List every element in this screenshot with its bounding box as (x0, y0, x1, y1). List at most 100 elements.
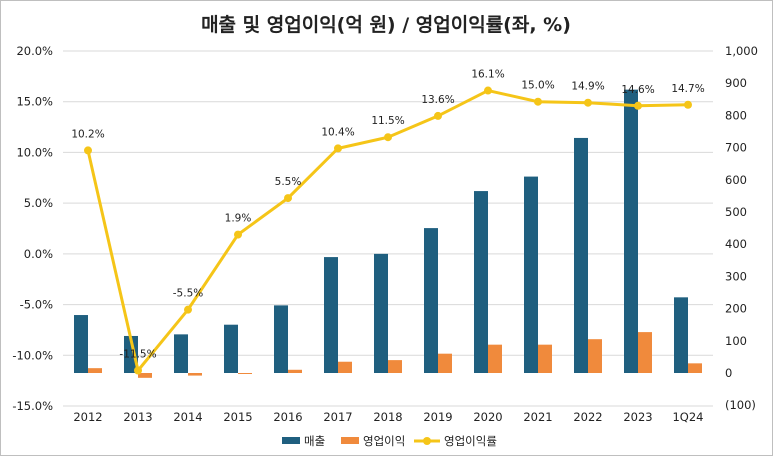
left-tick-label: -15.0% (12, 399, 53, 413)
left-tick-label: -10.0% (12, 348, 53, 362)
bar-operating-profit (638, 332, 652, 373)
bar-operating-profit (288, 369, 302, 373)
margin-point (634, 101, 642, 110)
right-tick-label: 300 (725, 269, 747, 283)
bar-revenue (574, 137, 588, 373)
bar-operating-profit (688, 363, 702, 373)
right-tick-label: 700 (725, 141, 747, 155)
margin-data-label: 14.9% (571, 81, 604, 93)
margin-point (584, 98, 592, 107)
margin-point (684, 100, 692, 109)
margin-point (84, 146, 92, 155)
bar-revenue (324, 257, 338, 373)
legend-label: 영업이익 (363, 434, 405, 448)
bar-operating-profit (88, 368, 102, 373)
bar-revenue (524, 176, 538, 373)
left-tick-label: 10.0% (16, 145, 53, 159)
x-tick-label: 2021 (523, 410, 552, 424)
margin-point (184, 305, 192, 314)
margin-data-label: 15.0% (521, 80, 554, 92)
margin-data-label: 16.1% (471, 69, 504, 81)
right-tick-label: 600 (725, 173, 747, 187)
legend-marker (423, 437, 431, 445)
bar-revenue (124, 335, 138, 373)
left-tick-label: 0.0% (24, 247, 53, 261)
x-tick-label: 2023 (623, 410, 652, 424)
bar-revenue (474, 191, 488, 373)
right-tick-label: 900 (725, 76, 747, 90)
margin-point (534, 97, 542, 106)
left-tick-label: 5.0% (24, 196, 53, 210)
margin-data-label: 14.6% (621, 84, 654, 96)
bar-operating-profit (588, 339, 602, 373)
margin-point (284, 194, 292, 203)
right-axis-ticks: 1,000 900 800 700 600 500 400 300 200 100 0 (100) (725, 44, 758, 412)
margin-data-label: 10.4% (321, 126, 354, 138)
right-tick-label: 400 (725, 237, 747, 251)
bar-operating-profit (338, 361, 352, 373)
margin-data-label: 10.2% (71, 128, 104, 140)
margin-point (134, 366, 142, 375)
margin-point (234, 230, 242, 239)
bar-series (74, 89, 702, 378)
bar-revenue (174, 334, 188, 373)
right-tick-label: 500 (725, 205, 747, 219)
right-tick-label: 800 (725, 108, 747, 122)
bar-operating-profit (138, 373, 152, 378)
left-tick-label: -5.0% (20, 298, 53, 312)
bar-operating-profit (488, 344, 502, 373)
legend-label: 영업이익률 (444, 434, 497, 448)
legend-swatch (282, 437, 300, 444)
x-tick-label: 2013 (123, 410, 152, 424)
bar-operating-profit (188, 373, 202, 376)
x-tick-label: 2022 (573, 410, 602, 424)
margin-data-label: 13.6% (421, 94, 454, 106)
margin-data-label: 11.5% (371, 115, 404, 127)
bar-operating-profit (388, 360, 402, 373)
right-tick-label: (100) (725, 398, 756, 412)
margin-point (434, 111, 442, 120)
line-series: 10.2% -11.5% -5.5% 1.9% 5.5% 10.4% 11.5% 13.6% 1… (71, 69, 705, 375)
left-axis-ticks: 20.0% 15.0% 10.0% 5.0% 0.0% -5.0% -10.0% -15.0% (12, 44, 53, 413)
bar-operating-profit (438, 353, 452, 373)
margin-point (384, 133, 392, 142)
margin-data-label: 14.7% (671, 83, 704, 95)
bar-revenue (374, 253, 388, 373)
x-axis-ticks: 2012 2013 2014 2015 2016 2017 2018 2019 2020 2021… (73, 410, 703, 424)
left-tick-label: 20.0% (16, 44, 53, 58)
right-tick-label: 200 (725, 302, 747, 316)
bar-revenue (624, 89, 638, 373)
chart-title: 매출 및 영업이익(억 원) / 영업이익률(좌, %) (201, 14, 571, 36)
x-tick-label: 2016 (273, 410, 302, 424)
bar-revenue (74, 315, 88, 373)
legend: 매출 영업이익 영업이익률 (282, 434, 497, 448)
x-tick-label: 2018 (373, 410, 402, 424)
margin-data-label: -11.5% (119, 349, 156, 361)
bar-operating-profit (238, 373, 252, 374)
margin-data-label: 1.9% (225, 213, 252, 225)
margin-point (484, 86, 492, 95)
bar-operating-profit (538, 344, 552, 373)
legend-swatch (341, 437, 359, 444)
right-tick-label: 0 (725, 366, 732, 380)
margin-point (334, 144, 342, 153)
right-tick-label: 1,000 (725, 44, 758, 58)
bar-revenue (674, 297, 688, 373)
legend-label: 매출 (304, 434, 325, 448)
left-tick-label: 15.0% (16, 95, 53, 109)
x-tick-label: 2020 (473, 410, 502, 424)
margin-data-label: -5.5% (173, 288, 203, 300)
bar-revenue (424, 228, 438, 373)
x-tick-label: 2017 (323, 410, 352, 424)
margin-data-label: 5.5% (275, 176, 302, 188)
x-tick-label: 1Q24 (672, 410, 703, 424)
bar-revenue (224, 324, 238, 373)
x-tick-label: 2012 (73, 410, 102, 424)
x-tick-label: 2019 (423, 410, 452, 424)
bar-revenue (274, 305, 288, 373)
right-tick-label: 100 (725, 334, 747, 348)
x-tick-label: 2015 (223, 410, 252, 424)
x-tick-label: 2014 (173, 410, 202, 424)
